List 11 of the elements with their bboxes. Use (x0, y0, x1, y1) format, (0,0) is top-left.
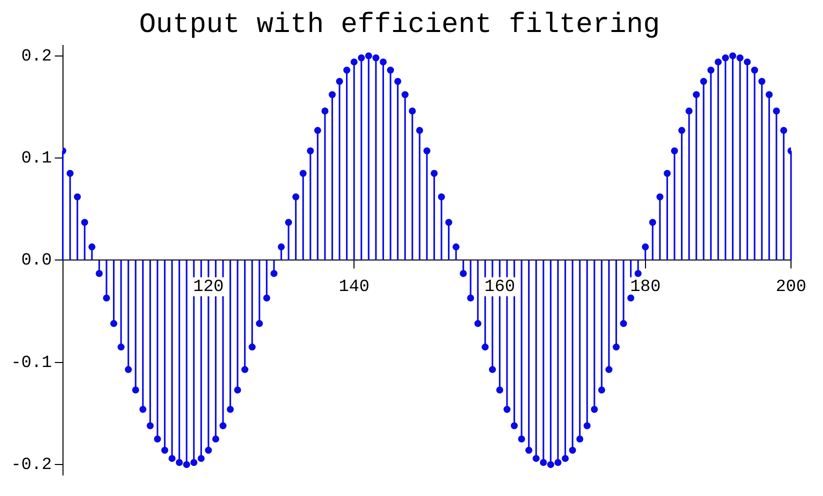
y-tick-label: -0.1 (10, 354, 52, 373)
x-tick-label: 160 (484, 278, 516, 298)
y-tick-label: -0.2 (10, 456, 52, 476)
y-tick-label: 0.2 (21, 47, 52, 66)
y-tick-label: 0.1 (21, 150, 52, 169)
chart-title: Output with efficient filtering (139, 10, 660, 42)
x-tick-label: 120 (193, 278, 224, 298)
x-tick-label: 180 (630, 278, 661, 298)
x-tick-label: 200 (776, 278, 806, 298)
x-tick-label: 140 (338, 278, 370, 298)
y-tick-label: 0.0 (21, 252, 52, 271)
